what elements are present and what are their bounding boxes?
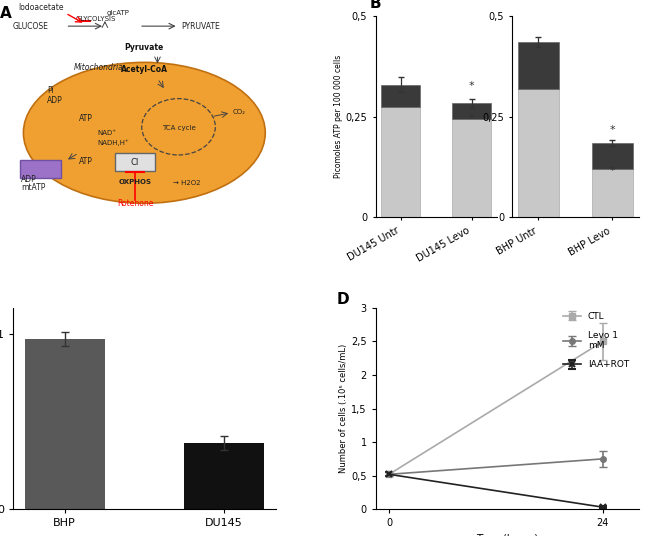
Bar	[381, 85, 420, 107]
Text: CO₂: CO₂	[232, 109, 245, 115]
Text: Acetyl-CoA: Acetyl-CoA	[121, 65, 168, 75]
Text: A: A	[0, 6, 12, 21]
Bar	[592, 143, 633, 169]
Bar	[381, 107, 420, 218]
Legend: CTL, Levo 1
mM, IAA+ROT: CTL, Levo 1 mM, IAA+ROT	[559, 308, 633, 373]
Text: Pi: Pi	[47, 86, 54, 94]
Bar	[25, 339, 104, 509]
Text: *: *	[610, 125, 615, 135]
Text: GLUCOSE: GLUCOSE	[13, 21, 49, 31]
FancyBboxPatch shape	[115, 153, 155, 172]
Ellipse shape	[23, 62, 265, 203]
Bar	[184, 443, 264, 509]
Text: NAD⁺: NAD⁺	[97, 130, 116, 136]
FancyBboxPatch shape	[20, 160, 61, 177]
Bar	[518, 42, 559, 88]
Text: CI: CI	[131, 158, 139, 167]
Text: OXPHOS: OXPHOS	[119, 179, 152, 185]
Bar	[452, 119, 491, 218]
X-axis label: Time (hours): Time (hours)	[476, 534, 538, 536]
Y-axis label: Picomoles ATP per 100 000 cells: Picomoles ATP per 100 000 cells	[334, 55, 342, 178]
Bar	[452, 103, 491, 119]
Text: B: B	[369, 0, 381, 11]
Text: ATP: ATP	[79, 114, 92, 123]
Text: ADP: ADP	[21, 175, 37, 184]
Text: mtATP: mtATP	[21, 183, 45, 192]
Text: *: *	[469, 80, 475, 91]
Text: Rotenone: Rotenone	[117, 199, 154, 209]
Text: Iodoacetate: Iodoacetate	[18, 3, 64, 12]
Text: GLYCOLYSIS: GLYCOLYSIS	[76, 16, 116, 22]
Text: Mitochondria: Mitochondria	[74, 63, 123, 72]
Y-axis label: Number of cells (.10⁵ cells/mL): Number of cells (.10⁵ cells/mL)	[339, 344, 348, 473]
Text: D: D	[336, 292, 349, 307]
Text: TCA cycle: TCA cycle	[162, 125, 195, 131]
Text: glcATP: glcATP	[106, 10, 129, 16]
Text: *: *	[469, 113, 475, 123]
Text: Pyruvate: Pyruvate	[124, 43, 164, 53]
Text: NADH,H⁺: NADH,H⁺	[97, 139, 129, 146]
Bar	[518, 88, 559, 218]
Text: ADP: ADP	[47, 95, 63, 105]
Text: *: *	[610, 166, 615, 176]
Text: → H2O2: → H2O2	[174, 180, 201, 186]
Text: PYRUVATE: PYRUVATE	[181, 21, 220, 31]
Bar	[592, 169, 633, 218]
Text: ATP: ATP	[79, 157, 92, 166]
